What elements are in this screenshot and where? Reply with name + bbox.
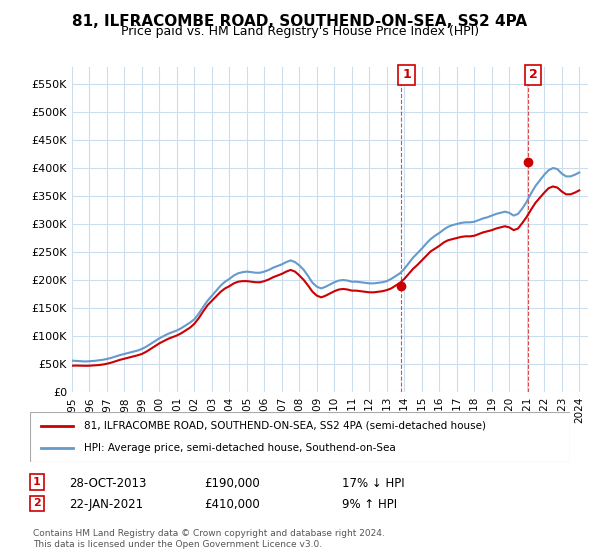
- Text: 9% ↑ HPI: 9% ↑ HPI: [342, 498, 397, 511]
- Text: 1: 1: [33, 477, 41, 487]
- Text: 22-JAN-2021: 22-JAN-2021: [69, 498, 143, 511]
- Text: £410,000: £410,000: [204, 498, 260, 511]
- FancyBboxPatch shape: [30, 412, 570, 462]
- Text: Contains HM Land Registry data © Crown copyright and database right 2024.
This d: Contains HM Land Registry data © Crown c…: [33, 529, 385, 549]
- Text: 1: 1: [402, 68, 411, 81]
- Text: HPI: Average price, semi-detached house, Southend-on-Sea: HPI: Average price, semi-detached house,…: [84, 443, 396, 453]
- Text: 81, ILFRACOMBE ROAD, SOUTHEND-ON-SEA, SS2 4PA (semi-detached house): 81, ILFRACOMBE ROAD, SOUTHEND-ON-SEA, SS…: [84, 421, 486, 431]
- Text: 2: 2: [33, 498, 41, 508]
- Text: 28-OCT-2013: 28-OCT-2013: [69, 477, 146, 490]
- Text: £190,000: £190,000: [204, 477, 260, 490]
- Text: 81, ILFRACOMBE ROAD, SOUTHEND-ON-SEA, SS2 4PA: 81, ILFRACOMBE ROAD, SOUTHEND-ON-SEA, SS…: [73, 14, 527, 29]
- Text: Price paid vs. HM Land Registry's House Price Index (HPI): Price paid vs. HM Land Registry's House …: [121, 25, 479, 38]
- Text: 17% ↓ HPI: 17% ↓ HPI: [342, 477, 404, 490]
- Text: 2: 2: [529, 68, 538, 81]
